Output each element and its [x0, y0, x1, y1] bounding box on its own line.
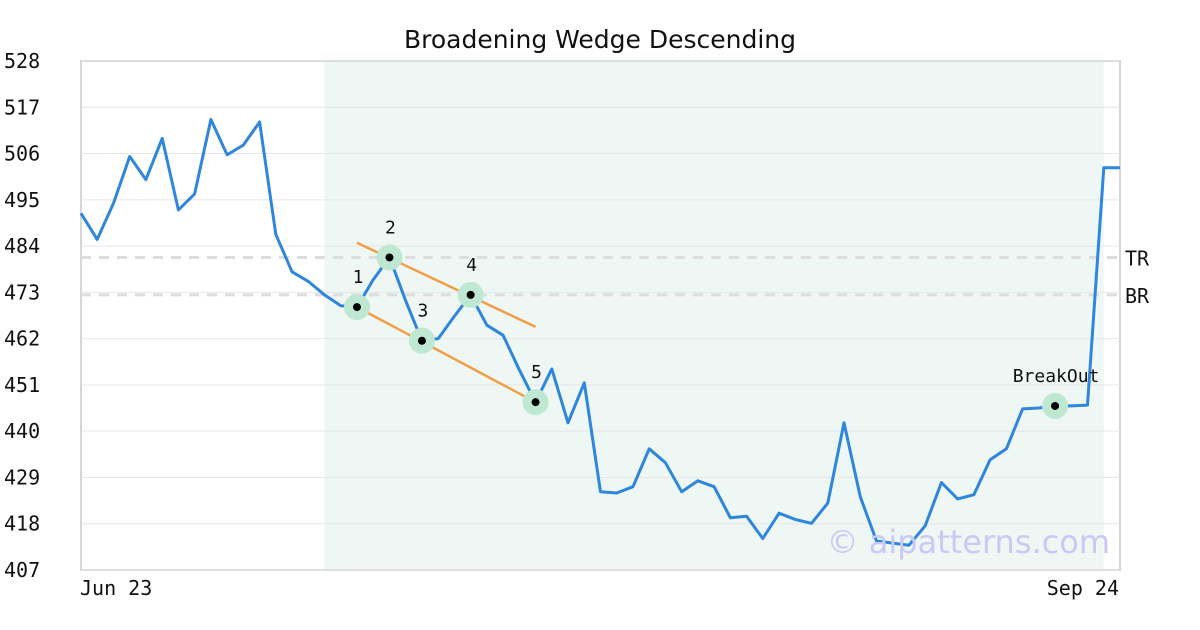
- y-tick-label: 451: [4, 373, 40, 397]
- price-series: [79, 118, 1120, 547]
- x-tick-start: Jun 23: [80, 576, 152, 600]
- price-line: [79, 118, 1120, 547]
- y-tick-label: 528: [4, 49, 40, 73]
- reference-lines: TR BR: [81, 246, 1150, 308]
- gridlines: [81, 60, 1120, 571]
- reference-label-br: BR: [1125, 284, 1150, 308]
- marker-dot-1: [352, 303, 361, 312]
- y-tick-label: 517: [4, 95, 40, 119]
- y-tick-label: 495: [4, 188, 40, 212]
- y-tick-label: 506: [4, 142, 40, 166]
- y-tick-label: 407: [4, 558, 40, 582]
- y-tick-label: 418: [4, 512, 40, 536]
- chart-title: Broadening Wedge Descending: [404, 25, 796, 54]
- marker-dot-2: [385, 253, 394, 262]
- y-axis: 528 517 506 495 484 473 462 451 440 429 418 407: [4, 49, 40, 582]
- marker-dot-4: [466, 290, 475, 299]
- marker-label-4: 4: [466, 255, 477, 276]
- marker-label-1: 1: [353, 267, 364, 288]
- x-axis: Jun 23 Sep 24: [80, 576, 1119, 600]
- y-tick-label: 484: [4, 234, 40, 258]
- y-tick-label: 462: [4, 327, 40, 351]
- y-tick-label: 429: [4, 465, 40, 489]
- marker-label-5: 5: [531, 362, 542, 383]
- pattern-highlight-band: [324, 61, 1104, 570]
- x-tick-end: Sep 24: [1047, 576, 1119, 600]
- y-tick-label: 440: [4, 419, 40, 443]
- y-tick-label: 473: [4, 280, 40, 304]
- marker-dot-5: [531, 398, 540, 407]
- watermark: © aipatterns.com: [827, 523, 1110, 561]
- marker-dot-breakout: [1051, 401, 1060, 410]
- pattern-trendline: [356, 305, 537, 404]
- marker-dot-3: [417, 336, 426, 345]
- marker-label-2: 2: [385, 217, 396, 238]
- marker-label-breakout: BreakOut: [1013, 366, 1100, 387]
- reference-label-tr: TR: [1125, 246, 1150, 270]
- plot-background: [80, 60, 1121, 571]
- pattern-markers: 1 2 3 4 5 BreakOut: [343, 217, 1100, 419]
- marker-label-3: 3: [418, 301, 429, 322]
